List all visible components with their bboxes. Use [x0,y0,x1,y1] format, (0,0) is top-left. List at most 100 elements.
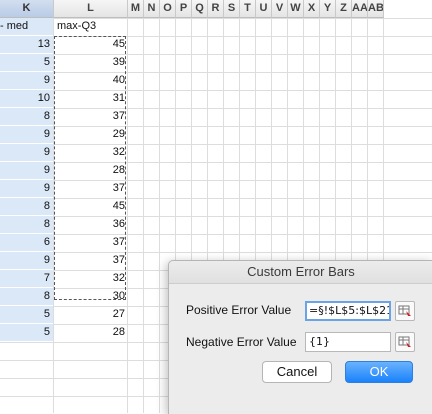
column-header-x[interactable]: X [304,0,320,18]
cell-l[interactable]: 32 [112,272,125,284]
column-gridline [191,18,192,413]
cell-k[interactable]: 9 [0,162,53,179]
table-row: 9 28 [0,162,432,180]
cell-k[interactable]: 9 [0,180,53,197]
column-gridline [303,18,304,413]
negative-error-label: Negative Error Value [186,335,297,349]
cell-l[interactable]: 28 [112,326,125,338]
cell-k[interactable]: 9 [0,252,53,269]
table-row: 10 31 [0,90,432,108]
cell-k[interactable]: 7 [0,270,53,287]
cell-k[interactable]: 6 [0,234,53,251]
cell-l-header[interactable]: max-Q3 [57,20,97,32]
cell-l[interactable]: 45 [112,200,125,212]
column-header-w[interactable]: W [288,0,304,18]
cell-k[interactable]: 8 [0,108,53,125]
column-header-m[interactable]: M [128,0,144,18]
column-gridline [367,18,368,413]
column-gridline [239,18,240,413]
cell-l[interactable]: 40 [112,74,125,86]
table-row: 9 37 [0,252,432,270]
column-gridline [351,18,352,413]
table-row: 8 45 [0,198,432,216]
column-header-n[interactable]: N [144,0,160,18]
column-header-t[interactable]: T [240,0,256,18]
column-gridline [223,18,224,413]
column-gridline [271,18,272,413]
cell-l[interactable]: 37 [112,182,125,194]
column-gridline [175,18,176,413]
cell-k[interactable]: 8 [0,216,53,233]
cancel-button[interactable]: Cancel [262,361,332,383]
column-header-u[interactable]: U [256,0,272,18]
cell-l[interactable]: 37 [112,236,125,248]
dialog-title: Custom Error Bars [169,261,432,284]
cell-k[interactable]: 5 [0,306,53,323]
cell-l[interactable]: 30 [112,290,125,302]
header-row: - med max-Q3 [0,18,432,36]
column-header-s[interactable]: S [224,0,240,18]
column-headers: K L M N O P Q R S T U V W X Y Z AA AB [0,0,384,18]
cell-k[interactable]: 5 [0,54,53,71]
column-gridline [287,18,288,413]
cell-l[interactable]: 37 [112,110,125,122]
table-row: 5 39 [0,54,432,72]
column-header-z[interactable]: Z [336,0,352,18]
positive-range-select-button[interactable] [395,301,415,321]
table-row: 9 40 [0,72,432,90]
cell-l[interactable]: 27 [112,308,125,320]
cell-k[interactable]: 10 [0,90,53,107]
column-header-ab[interactable]: AB [368,0,384,18]
negative-error-field[interactable]: {1} [305,332,391,352]
custom-error-bars-dialog: Custom Error Bars Positive Error Value =… [168,260,432,414]
ok-button[interactable]: OK [345,361,413,383]
column-gridline [335,18,336,413]
column-gridline [319,18,320,413]
cell-k[interactable]: 5 [0,324,53,341]
column-gridline [255,18,256,413]
negative-range-select-button[interactable] [395,332,415,352]
column-gridline [383,18,384,413]
column-header-aa[interactable]: AA [352,0,368,18]
table-row: 7 32 [0,270,432,288]
table-row: 9 37 [0,180,432,198]
cell-k-header[interactable]: - med [0,18,53,35]
table-row: 8 37 [0,108,432,126]
column-gridline [159,18,160,413]
column-gridline [207,18,208,413]
cell-k[interactable]: 9 [0,126,53,143]
column-header-q[interactable]: Q [192,0,208,18]
cell-l[interactable]: 28 [112,164,125,176]
table-row: 5 28 [0,324,432,342]
column-gridline [53,18,54,413]
column-gridline [143,18,144,413]
cell-k[interactable]: 9 [0,72,53,89]
cell-l[interactable]: 37 [112,254,125,266]
column-header-y[interactable]: Y [320,0,336,18]
cell-k[interactable]: 8 [0,288,53,305]
cell-l[interactable]: 31 [112,92,125,104]
column-header-k[interactable]: K [0,0,54,18]
table-row: 5 27 [0,306,432,324]
cell-k[interactable]: 8 [0,198,53,215]
cell-k[interactable]: 13 [0,36,53,53]
column-header-o[interactable]: O [160,0,176,18]
table-row: 9 32 [0,144,432,162]
table-row: 8 36 [0,216,432,234]
cell-l[interactable]: 39 [112,56,125,68]
column-header-r[interactable]: R [208,0,224,18]
range-select-icon [398,305,411,316]
column-header-v[interactable]: V [272,0,288,18]
cell-l[interactable]: 36 [112,218,125,230]
cell-k[interactable]: 9 [0,144,53,161]
cell-l[interactable]: 32 [112,146,125,158]
column-header-p[interactable]: P [176,0,192,18]
table-row: 9 29 [0,126,432,144]
column-header-l[interactable]: L [54,0,128,18]
cell-l[interactable]: 29 [112,128,125,140]
column-gridline [127,18,128,413]
positive-error-field[interactable]: =§!$L$5:$L$21 [305,301,391,321]
cell-l[interactable]: 45 [112,38,125,50]
table-row: 6 37 [0,234,432,252]
